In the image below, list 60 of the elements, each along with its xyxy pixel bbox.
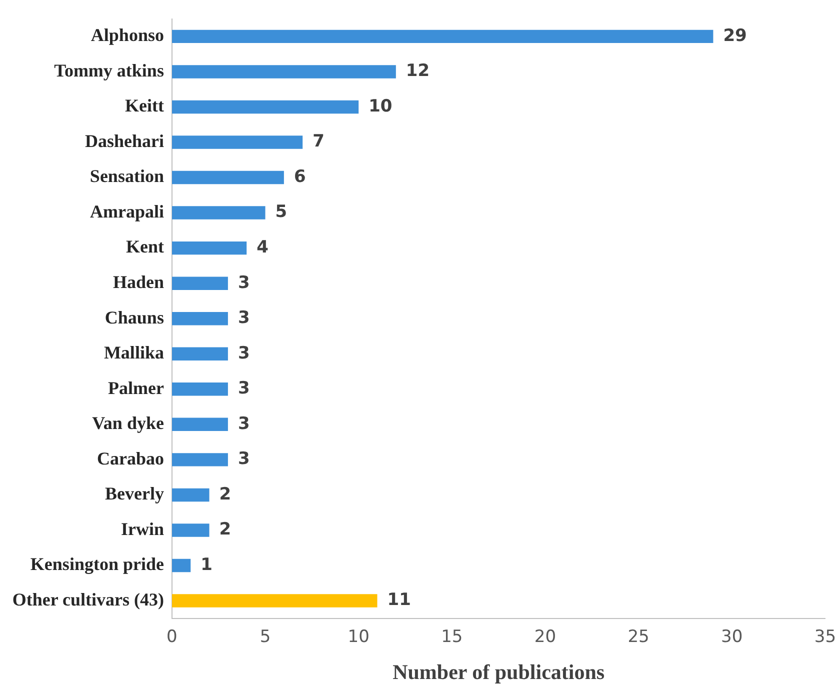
data-label: 12	[406, 61, 430, 82]
bar	[172, 136, 303, 149]
y-tick-label: Keitt	[124, 96, 164, 116]
y-tick-label: Dashehari	[84, 130, 164, 151]
x-tick-label: 30	[721, 627, 743, 648]
data-label: 3	[238, 343, 250, 364]
data-label: 11	[387, 590, 411, 610]
y-tick-label: Van dyke	[92, 413, 164, 434]
x-tick-label: 25	[628, 627, 650, 648]
data-label: 4	[256, 237, 269, 258]
data-label: 7	[312, 132, 324, 152]
bar	[172, 170, 284, 184]
x-tick-label: 20	[534, 627, 556, 648]
data-label: 3	[238, 449, 250, 470]
data-label: 3	[238, 414, 250, 434]
bar	[172, 347, 228, 360]
y-tick-label: Kent	[126, 236, 164, 257]
y-tick-label: Amrapali	[90, 201, 164, 222]
y-tick-label: Beverly	[104, 484, 164, 504]
bar	[172, 312, 228, 326]
bar	[172, 206, 266, 220]
x-tick-label: 35	[814, 627, 836, 648]
y-tick-label: Irwin	[120, 518, 164, 539]
data-label: 1	[200, 554, 212, 575]
y-tick-label: Carabao	[96, 448, 164, 468]
data-label: 2	[219, 520, 232, 540]
x-tick-label: 0	[166, 627, 178, 648]
x-tick-label: 15	[441, 627, 463, 648]
bar	[172, 558, 191, 572]
data-label: 3	[238, 378, 250, 399]
data-label: 3	[238, 308, 250, 328]
data-label: 3	[238, 272, 250, 293]
y-tick-label: Palmer	[108, 378, 164, 398]
x-tick-label: 5	[260, 627, 271, 648]
y-tick-label: Chauns	[104, 307, 164, 328]
bar	[172, 382, 228, 396]
bar	[172, 276, 228, 290]
bar	[172, 65, 396, 78]
data-label: 6	[294, 166, 306, 187]
data-label: 29	[723, 26, 747, 46]
x-tick-label: 10	[348, 627, 370, 648]
bar	[172, 524, 210, 537]
bar	[172, 418, 228, 432]
y-tick-label: Alphonso	[90, 25, 164, 46]
bar	[172, 453, 228, 466]
bar	[172, 594, 378, 608]
bar	[172, 241, 247, 255]
data-label: 2	[219, 484, 232, 504]
y-tick-label: Tommy atkins	[54, 60, 164, 80]
x-axis-title: Number of publications	[392, 660, 605, 684]
y-tick-label: Sensation	[90, 166, 164, 186]
data-label: 10	[368, 96, 392, 116]
y-tick-label: Mallika	[104, 342, 164, 363]
bar	[172, 30, 714, 44]
y-tick-label: Haden	[112, 272, 164, 292]
y-tick-label: Other cultivars (43)	[12, 589, 164, 610]
y-tick-label: Kensington pride	[30, 554, 164, 574]
bar	[172, 488, 210, 502]
data-label: 5	[275, 202, 288, 222]
bar	[172, 100, 359, 114]
